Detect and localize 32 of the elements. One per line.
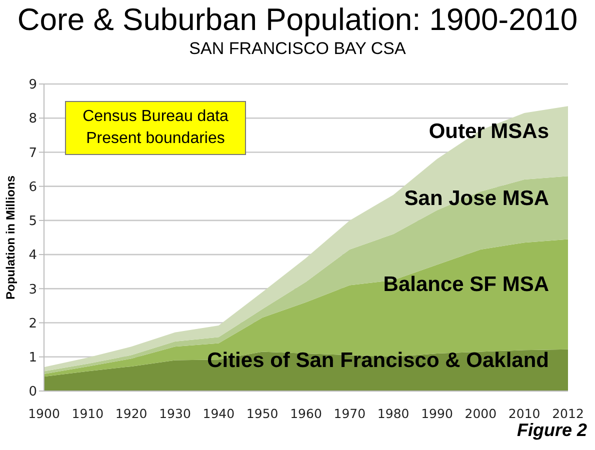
x-tick-label: 1940	[202, 406, 235, 421]
y-tick-label: 4	[28, 248, 37, 264]
y-tick-label: 5	[28, 214, 37, 230]
y-tick-label: 0	[28, 384, 37, 400]
chart-subtitle: SAN FRANCISCO BAY CSA	[188, 39, 407, 59]
series-label: San Jose MSA	[404, 186, 549, 212]
x-tick-label: 1950	[246, 406, 278, 421]
x-tick-label: 1900	[28, 406, 60, 421]
x-tick-label: 1960	[290, 406, 322, 421]
y-tick-label: 6	[28, 180, 37, 195]
y-tick-label: 3	[28, 282, 37, 298]
x-tick-label: 1980	[377, 406, 410, 421]
x-tick-label: 1970	[334, 406, 366, 421]
y-axis-title: Population in Millions	[3, 175, 18, 300]
x-tick-label: 1910	[72, 406, 104, 421]
annotation: Census Bureau data Present boundaries	[65, 101, 246, 155]
x-tick-label: 1920	[115, 406, 148, 421]
y-tick-label: 9	[28, 78, 37, 93]
y-tick-label: 8	[28, 112, 37, 127]
y-tick-label: 2	[28, 316, 37, 332]
chart-title: Core & Suburban Population: 1900-2010	[16, 2, 579, 38]
x-tick-label: 2000	[464, 406, 497, 421]
x-tick-label: 1990	[421, 406, 453, 421]
caption: Figure 2	[516, 420, 587, 441]
x-tick-label: 2012	[552, 406, 584, 421]
y-tick-label: 7	[28, 146, 37, 161]
x-tick-label: 1930	[159, 406, 191, 421]
series-label: Cities of San Francisco & Oakland	[207, 348, 549, 374]
series-label: Outer MSAs	[428, 119, 549, 146]
series-label: Balance SF MSA	[383, 272, 549, 298]
y-tick-label: 1	[28, 350, 37, 366]
x-tick-label: 2010	[508, 406, 540, 421]
